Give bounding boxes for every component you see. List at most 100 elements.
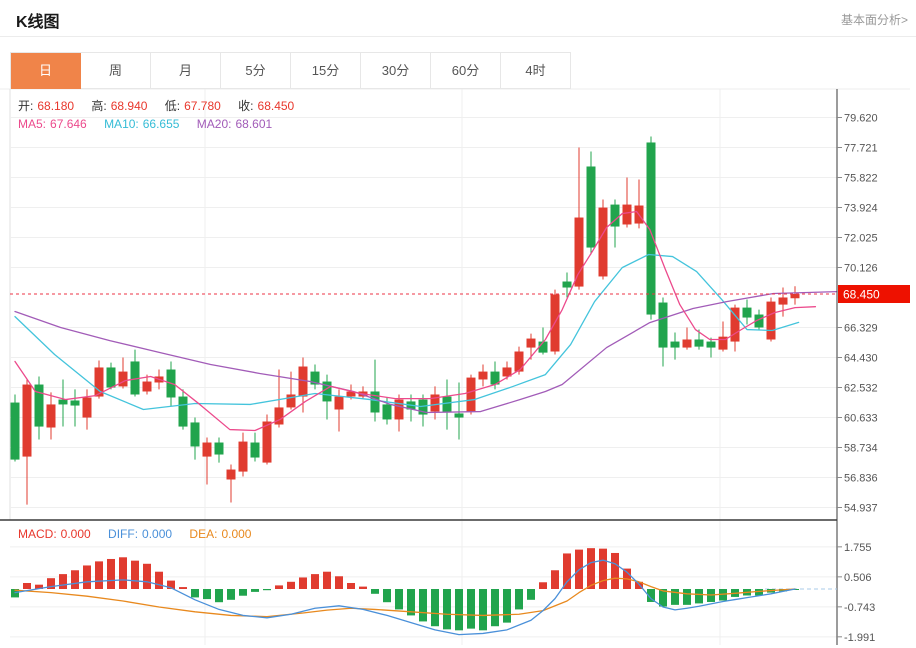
low-value: 67.780	[184, 99, 221, 113]
ma20-value: 68.601	[235, 117, 273, 131]
price-axis-label: 62.532	[844, 383, 878, 395]
macd-histogram-bar	[239, 589, 247, 596]
tab-周[interactable]: 周	[81, 53, 151, 89]
macd-axis-label: -1.991	[844, 632, 875, 644]
macd-histogram-bar	[695, 589, 703, 604]
candle-body	[298, 366, 308, 397]
candle-body	[346, 391, 356, 397]
candle-body	[310, 371, 320, 385]
candle-body	[334, 396, 344, 410]
candle-body	[418, 399, 428, 415]
candle-body	[274, 407, 284, 425]
candle-body	[262, 421, 272, 463]
candle-body	[742, 307, 752, 318]
macd-histogram-bar	[251, 589, 259, 592]
ma10-value: 66.655	[142, 117, 180, 131]
macd-histogram-bar	[551, 570, 559, 589]
candle-body	[370, 391, 380, 413]
candle-body	[142, 381, 152, 392]
candle-body	[490, 371, 500, 385]
low-label: 低:	[164, 99, 181, 113]
candle-body	[394, 399, 404, 420]
tab-日[interactable]: 日	[11, 53, 81, 89]
macd-histogram-bar	[119, 557, 127, 589]
price-axis-label: 66.329	[844, 323, 878, 335]
dea-line	[14, 577, 796, 618]
price-axis-label: 72.025	[844, 233, 878, 245]
candle-body	[190, 422, 200, 447]
macd-label: MACD:	[18, 527, 57, 541]
candle-body	[238, 441, 248, 472]
ma5-value: 67.646	[50, 117, 87, 131]
macd-histogram-bar	[755, 589, 763, 596]
macd-histogram-bar	[587, 548, 595, 589]
high-value: 68.940	[110, 99, 148, 113]
macd-legend: MACD: 0.000 DIFF: 0.000 DEA: 0.000	[18, 527, 255, 541]
macd-histogram-bar	[659, 589, 667, 607]
macd-histogram-bar	[683, 589, 691, 605]
candle-body	[502, 367, 512, 377]
tab-月[interactable]: 月	[151, 53, 221, 89]
macd-histogram-bar	[107, 558, 115, 589]
macd-histogram-bar	[527, 589, 535, 600]
macd-histogram-bar	[287, 581, 295, 589]
tab-5分[interactable]: 5分	[221, 53, 291, 89]
high-label: 高:	[91, 99, 107, 113]
page-title: K线图	[16, 14, 60, 31]
price-axis-label: 60.633	[844, 413, 878, 425]
macd-histogram-bar	[479, 589, 487, 631]
tab-15分[interactable]: 15分	[291, 53, 361, 89]
ma5-label: MA5:	[18, 117, 47, 131]
macd-axis-label: 1.755	[844, 542, 872, 554]
tab-4时[interactable]: 4时	[501, 53, 571, 89]
macd-histogram-bar	[503, 589, 511, 623]
macd-histogram-bar	[539, 582, 547, 589]
candle-body	[322, 381, 332, 402]
ohlc-legend: 开: 68.180 高: 68.940 低: 67.780 收: 68.450	[18, 97, 298, 114]
macd-histogram-bar	[491, 589, 499, 627]
candle-body	[94, 367, 104, 397]
current-price-tag	[838, 285, 910, 303]
tab-30分[interactable]: 30分	[361, 53, 431, 89]
kline-chart[interactable]: 79.620 77.721 75.822 73.924 72.025 70.126 66.3…	[0, 88, 916, 648]
diff-value: 0.000	[142, 527, 173, 541]
macd-histogram-bar	[563, 553, 571, 589]
price-axis-label: 54.937	[844, 503, 878, 515]
close-value: 68.450	[257, 99, 295, 113]
candle-body	[670, 341, 680, 348]
macd-histogram-bar	[311, 574, 319, 589]
candle-body	[706, 341, 716, 348]
candle-body	[34, 384, 44, 427]
candle-body	[526, 338, 536, 348]
macd-histogram-bar	[359, 586, 367, 589]
macd-histogram-bar	[155, 571, 163, 589]
macd-histogram-bar	[347, 582, 355, 589]
macd-histogram-bar	[263, 589, 271, 591]
macd-histogram-bar	[335, 576, 343, 589]
candle-body	[454, 413, 464, 418]
macd-histogram-bar	[395, 589, 403, 610]
open-value: 68.180	[37, 99, 75, 113]
open-label: 开:	[18, 99, 34, 113]
candle-body	[658, 302, 668, 348]
page-header: K线图 基本面分析>	[0, 0, 916, 37]
macd-histogram-bar	[647, 589, 655, 602]
macd-histogram-bar	[419, 589, 427, 622]
tab-60分[interactable]: 60分	[431, 53, 501, 89]
fundamental-analysis-link[interactable]: 基本面分析>	[840, 13, 908, 27]
candle-body	[226, 469, 236, 480]
candle-body	[778, 297, 788, 305]
ma5-line	[14, 210, 817, 432]
candle-body	[574, 217, 584, 287]
macd-histogram-bar	[131, 560, 139, 589]
candle-body	[178, 396, 188, 427]
candle-body	[286, 394, 296, 408]
candle-body	[790, 294, 800, 299]
price-axis-label: 73.924	[844, 203, 878, 215]
macd-histogram-bar	[467, 589, 475, 629]
timeframe-tabbar: 日周月 5分 15分 30分 60分 4时	[10, 52, 571, 89]
price-axis-label: 77.721	[844, 143, 878, 155]
candle-body	[118, 371, 128, 387]
macd-histogram-bar	[215, 589, 223, 603]
candle-body	[718, 336, 728, 350]
